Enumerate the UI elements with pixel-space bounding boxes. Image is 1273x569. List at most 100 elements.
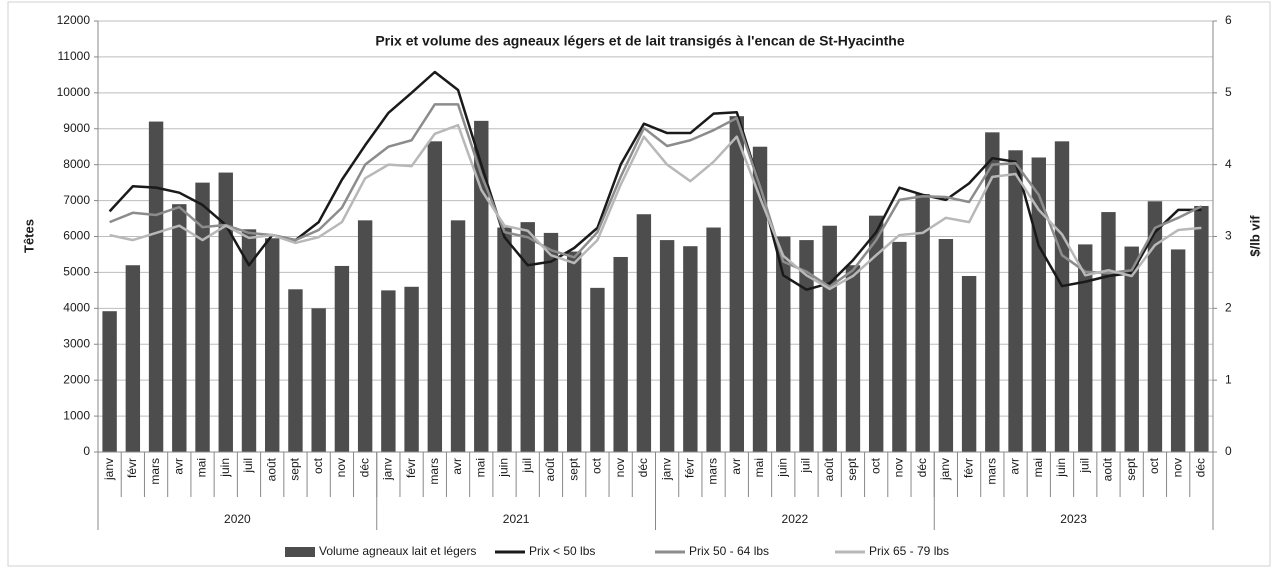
bar — [427, 141, 443, 452]
x-tick-label: janv — [381, 458, 395, 481]
x-tick-label: mars — [984, 458, 998, 485]
x-tick-label: janv — [102, 458, 116, 481]
bar — [474, 120, 489, 453]
bar — [729, 116, 745, 452]
x-tick-label: avr — [171, 458, 185, 475]
y-tick-label: 7000 — [63, 193, 90, 207]
x-tick-label: oct — [590, 457, 604, 474]
x-tick-label: août — [1101, 457, 1115, 481]
x-tick-label: mars — [706, 458, 720, 485]
bar — [1101, 212, 1116, 452]
bar — [148, 121, 164, 453]
bar — [776, 236, 791, 452]
x-tick-label: juil — [1077, 458, 1091, 474]
y-tick-label: 6000 — [63, 229, 90, 243]
legend-swatch — [285, 547, 315, 557]
x-tick-label: déc — [357, 458, 371, 477]
y-axis-title: Têtes — [21, 219, 36, 253]
x-tick-label: sept — [845, 457, 859, 480]
bar — [334, 265, 350, 452]
y-tick-label: 8000 — [63, 157, 90, 171]
bar — [172, 204, 187, 452]
x-tick-label: nov — [334, 458, 348, 477]
legend-label: Prix < 50 lbs — [529, 544, 595, 558]
y2-tick-label: 4 — [1225, 157, 1232, 171]
y-tick-label: 10000 — [57, 85, 91, 99]
x-tick-label: mars — [427, 458, 441, 485]
bar — [381, 290, 396, 452]
bar — [915, 194, 930, 452]
x-tick-label: avr — [450, 458, 464, 475]
x-tick-label: sept — [288, 457, 302, 480]
y-tick-label: 2000 — [63, 372, 90, 386]
x-tick-label: sept — [1124, 457, 1138, 480]
x-tick-label: févr — [683, 458, 697, 478]
bar — [985, 132, 1000, 452]
x-tick-label: juin — [1054, 458, 1068, 478]
y-tick-label: 1000 — [63, 408, 90, 422]
x-tick-label: oct — [868, 457, 882, 474]
bar — [1170, 249, 1186, 452]
x-tick-label: juil — [799, 458, 813, 474]
x-tick-label: mai — [195, 458, 209, 477]
bar — [683, 246, 698, 452]
bar — [102, 311, 117, 452]
bar — [497, 227, 512, 452]
legend-label: Volume agneaux lait et légers — [319, 544, 476, 558]
y-tick-label: 3000 — [63, 336, 90, 350]
bar — [241, 229, 257, 452]
x-tick-label: févr — [125, 458, 139, 478]
y2-tick-label: 3 — [1225, 229, 1232, 243]
bar — [752, 146, 768, 453]
frame — [7, 1, 1271, 567]
x-tick-label: avr — [1008, 458, 1022, 475]
bar — [636, 214, 652, 452]
bar — [450, 220, 466, 452]
x-tick-label: mai — [752, 458, 766, 477]
x-tick-label: mai — [473, 458, 487, 477]
bar — [961, 276, 977, 452]
x-tick-label: juin — [775, 458, 789, 478]
chart-title: Prix et volume des agneaux légers et de … — [375, 33, 905, 49]
x-tick-label: janv — [938, 458, 952, 481]
y-tick-label: 5000 — [63, 265, 90, 279]
bar — [195, 182, 210, 452]
x-tick-label: juin — [497, 458, 511, 478]
y-tick-label: 9000 — [63, 121, 90, 135]
bar — [799, 240, 814, 452]
bar — [845, 265, 861, 452]
y-tick-label: 4000 — [63, 301, 90, 315]
legend-label: Prix 65 - 79 lbs — [869, 544, 949, 558]
x-tick-label: nov — [1170, 458, 1184, 477]
bar — [1147, 201, 1163, 452]
bar — [892, 241, 907, 452]
y2-axis-title: $/lb vif — [1247, 215, 1262, 257]
y2-tick-label: 0 — [1225, 444, 1232, 458]
bar — [868, 215, 884, 452]
bar — [265, 238, 280, 452]
x-tick-label: mars — [148, 458, 162, 485]
x-tick-label: déc — [636, 458, 650, 477]
bar — [822, 225, 837, 452]
group-label: 2020 — [224, 512, 251, 526]
x-tick-label: mai — [1031, 458, 1045, 477]
x-tick-label: août — [264, 457, 278, 481]
bar — [1078, 244, 1093, 452]
bar — [1054, 141, 1070, 452]
bar — [125, 265, 141, 452]
x-tick-label: déc — [915, 458, 929, 477]
bar — [1008, 150, 1023, 453]
bar — [659, 240, 675, 452]
bar — [311, 308, 326, 452]
line — [109, 103, 1202, 289]
x-tick-label: nov — [613, 458, 627, 477]
bar — [218, 172, 233, 452]
x-tick-label: juin — [218, 458, 232, 478]
y2-tick-label: 5 — [1225, 85, 1232, 99]
y2-tick-label: 2 — [1225, 301, 1232, 315]
y-tick-label: 12000 — [57, 13, 91, 27]
x-tick-label: oct — [311, 457, 325, 474]
bar — [404, 286, 419, 452]
bar — [543, 232, 559, 452]
